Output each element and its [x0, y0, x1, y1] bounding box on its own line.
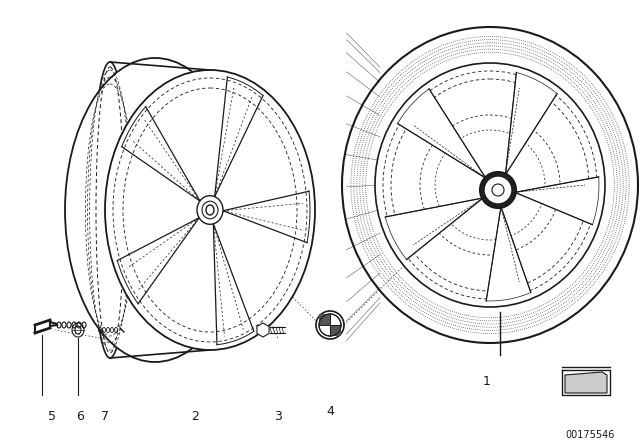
- Ellipse shape: [480, 172, 516, 208]
- Ellipse shape: [92, 62, 128, 358]
- Ellipse shape: [206, 205, 214, 215]
- Ellipse shape: [492, 184, 504, 196]
- Ellipse shape: [65, 58, 245, 362]
- Polygon shape: [506, 73, 557, 175]
- Polygon shape: [319, 314, 330, 325]
- Ellipse shape: [484, 176, 512, 204]
- Ellipse shape: [105, 70, 315, 350]
- Text: 6: 6: [76, 410, 84, 423]
- Polygon shape: [257, 323, 269, 337]
- Ellipse shape: [197, 196, 223, 224]
- Text: 3: 3: [274, 410, 282, 423]
- Text: 00175546: 00175546: [565, 430, 614, 440]
- Polygon shape: [385, 198, 483, 259]
- Polygon shape: [515, 177, 599, 225]
- Text: 4: 4: [326, 405, 334, 418]
- Ellipse shape: [342, 27, 638, 343]
- Text: 1: 1: [483, 375, 491, 388]
- Text: 5: 5: [48, 410, 56, 423]
- Ellipse shape: [375, 63, 605, 307]
- Polygon shape: [486, 207, 531, 301]
- Text: 7: 7: [101, 410, 109, 423]
- Ellipse shape: [316, 311, 344, 339]
- Polygon shape: [330, 325, 341, 336]
- Text: 2: 2: [191, 410, 199, 423]
- Polygon shape: [565, 372, 607, 393]
- Polygon shape: [397, 89, 486, 178]
